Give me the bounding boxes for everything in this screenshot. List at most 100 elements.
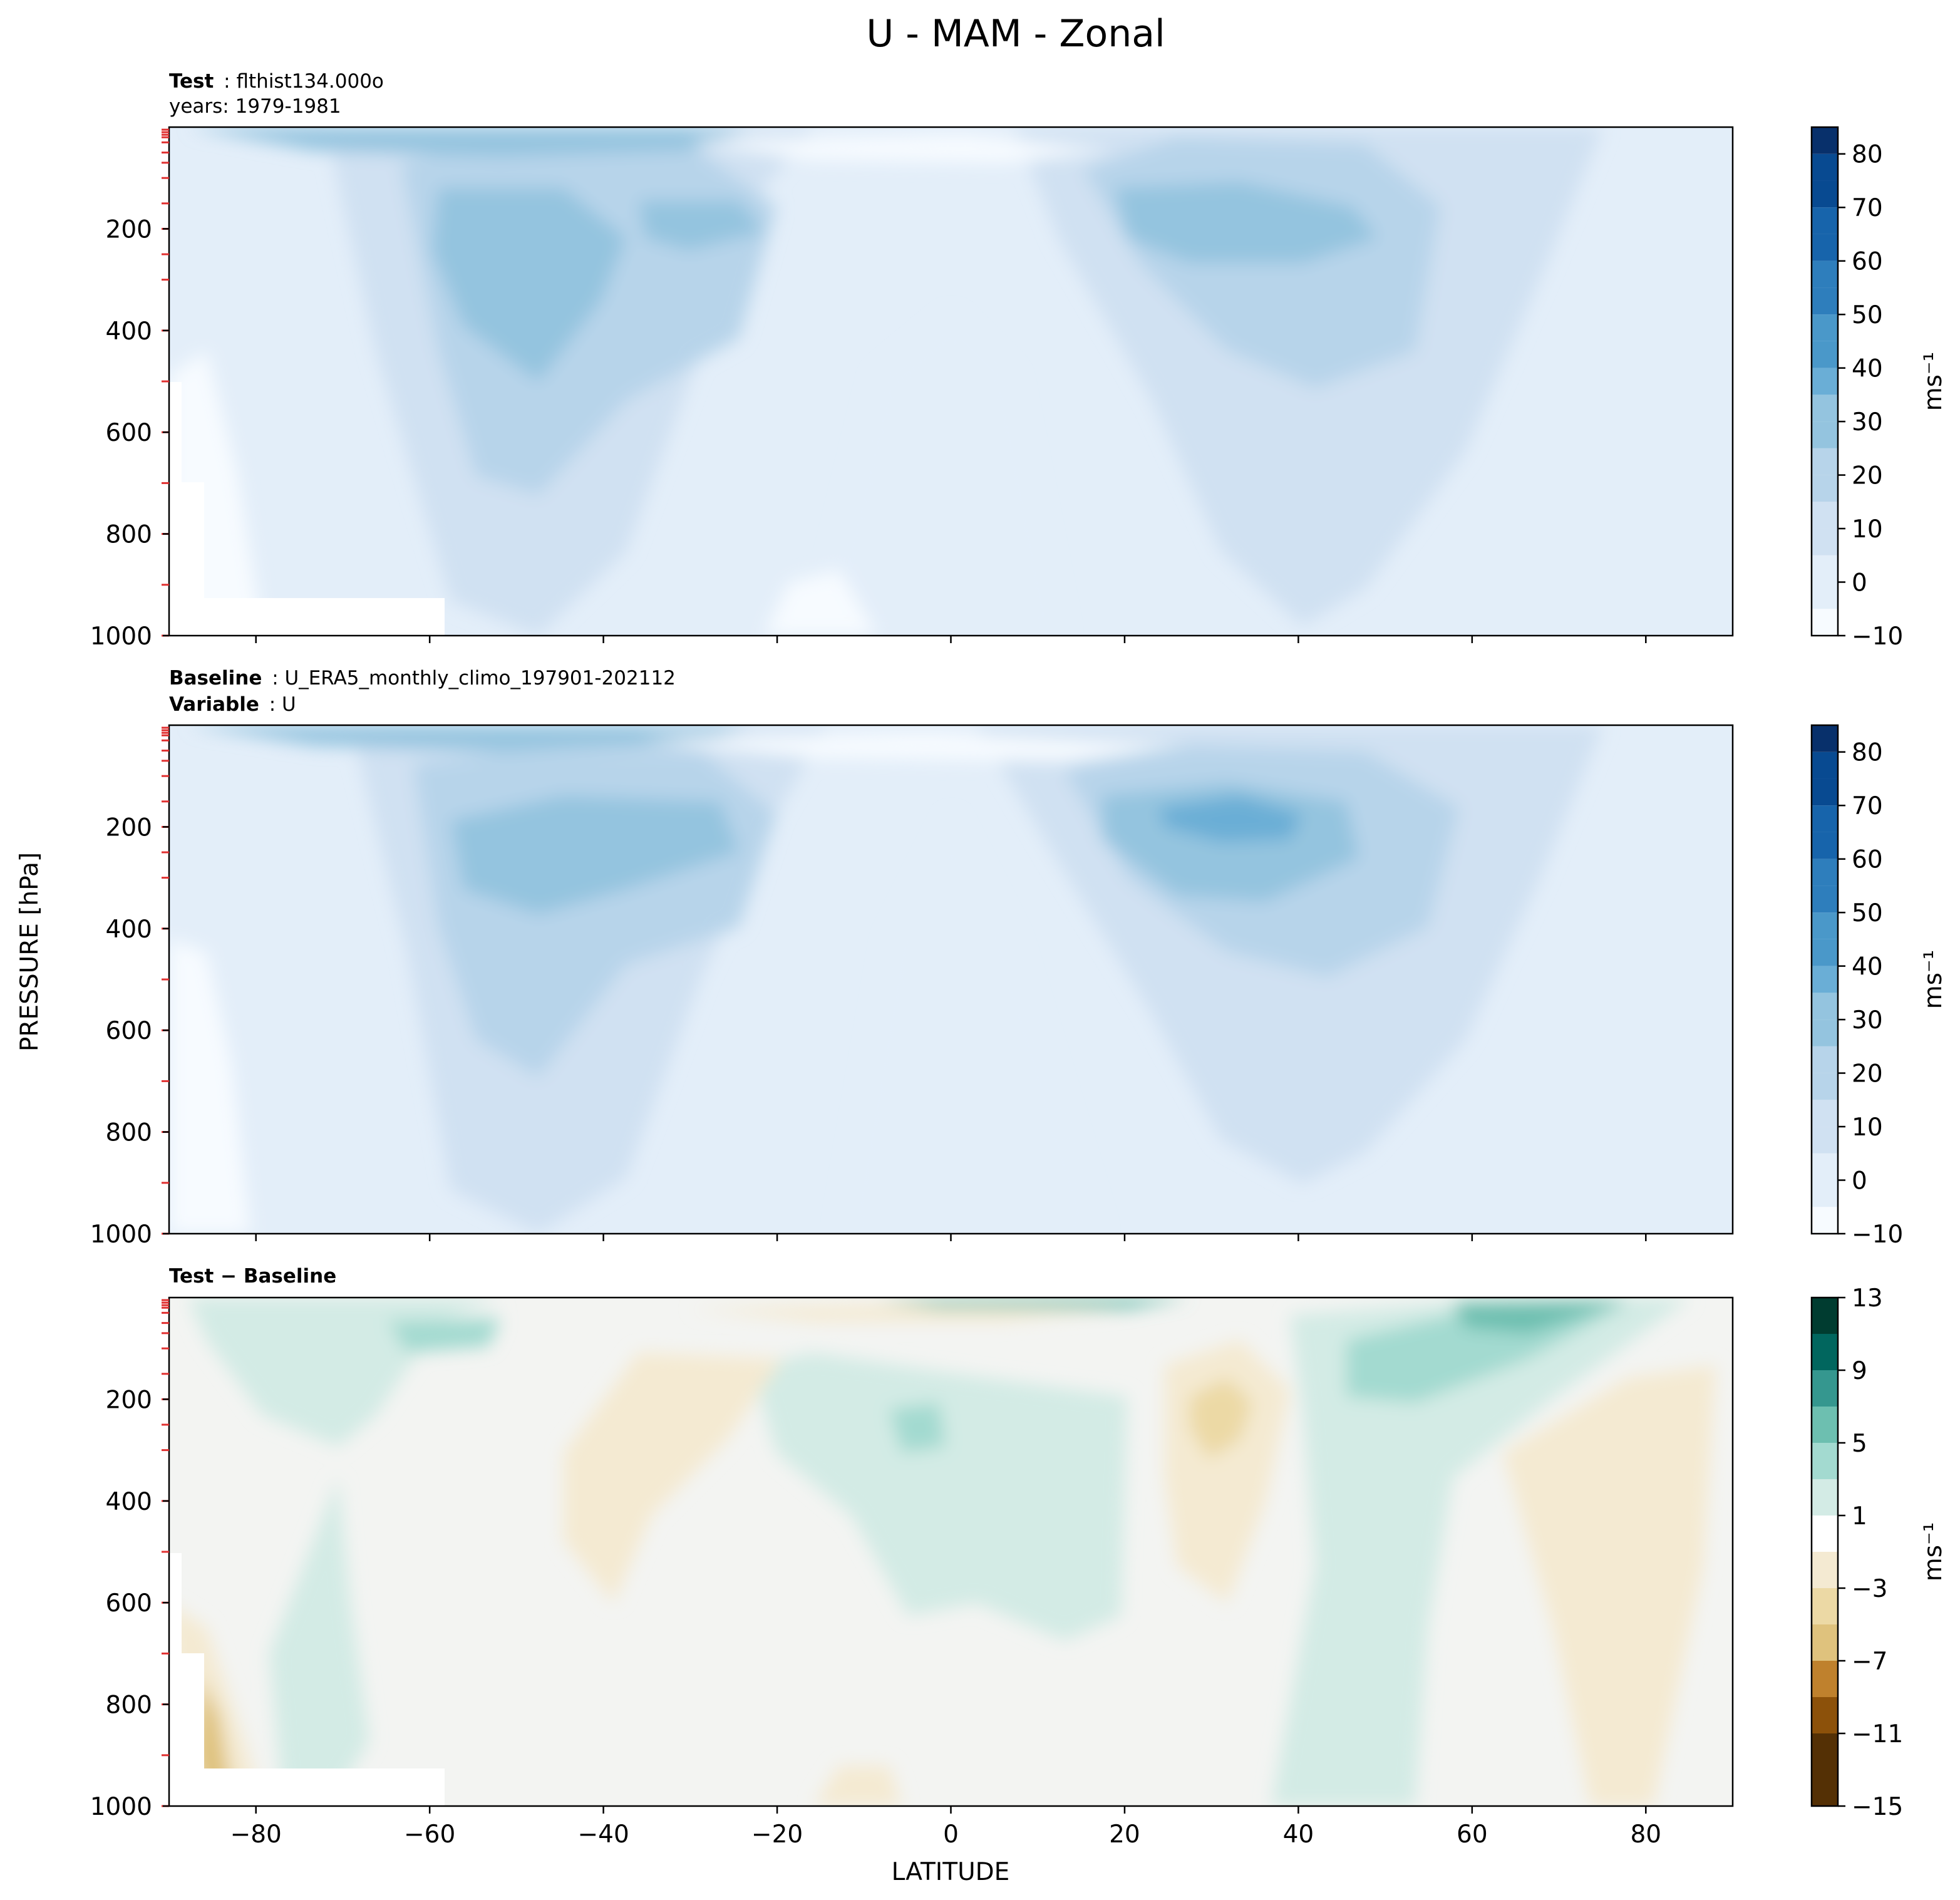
colorbar-segment <box>1812 1697 1838 1733</box>
x-axis-label: LATITUDE <box>892 1858 1010 1886</box>
baseline-variable-value: U <box>282 693 296 716</box>
colorbar-tick-label: 20 <box>1852 1060 1883 1088</box>
colorbar-segment <box>1812 1552 1838 1588</box>
colorbar-segment <box>1812 859 1838 886</box>
colorbar-segment <box>1812 832 1838 859</box>
colorbar-segment <box>1812 1127 1838 1154</box>
colorbar-segment <box>1812 395 1838 422</box>
x-tick-label: 20 <box>1109 1820 1140 1849</box>
colorbar-segment <box>1812 1479 1838 1515</box>
colorbar-segment <box>1812 939 1838 966</box>
colorbar-tick-label: −11 <box>1852 1720 1903 1748</box>
colorbar-tick-label: 40 <box>1852 355 1883 383</box>
colorbar-segment <box>1812 1153 1838 1180</box>
colorbar-segment <box>1812 1443 1838 1479</box>
colorbar-segment <box>1812 885 1838 913</box>
baseline-header-value: U_ERA5_monthly_climo_197901-202112 <box>285 667 676 689</box>
colorbar-tick-label: 70 <box>1852 792 1883 820</box>
x-tick-label: −20 <box>751 1820 803 1849</box>
colorbar-tick-label: 0 <box>1852 569 1867 597</box>
colorbar-segment <box>1812 1515 1838 1552</box>
colorbar-segment <box>1812 912 1838 939</box>
colorbar-segment <box>1812 1588 1838 1624</box>
test-header-line1: Test : flthist134.000o <box>169 70 384 93</box>
colorbar-segment <box>1812 502 1838 529</box>
colorbar-segment <box>1812 421 1838 448</box>
figure-title: U - MAM - Zonal <box>866 12 1165 56</box>
colorbar-tick-label: −10 <box>1852 622 1903 651</box>
baseline-colorbar: 80 70 60 50 40 30 20 10 0 −10 <box>1810 724 1903 1249</box>
colorbar-segment <box>1812 127 1838 154</box>
colorbar-tick-label: 50 <box>1852 301 1883 329</box>
diff-plot-area <box>169 1298 1733 1806</box>
axis-ticks: 2004006008001000200400600800100020040060… <box>90 128 1661 1849</box>
colorbar-segment <box>1812 475 1838 502</box>
x-tick-label: −80 <box>230 1820 282 1849</box>
colorbar-segment <box>1812 234 1838 261</box>
colorbar-tick-label: 5 <box>1852 1430 1867 1458</box>
colorbars: 80 70 60 50 40 30 20 10 0 −10 80 70 60 50 40 30 20 10 0 −10… <box>1810 126 1903 1821</box>
baseline-y-tick-label: 200 <box>106 813 152 842</box>
baseline-y-tick-label: 1000 <box>90 1221 152 1249</box>
colorbar-segment <box>1812 1661 1838 1697</box>
test-y-tick-label: 1000 <box>90 622 152 651</box>
colorbar-segment <box>1812 1298 1838 1334</box>
baseline-y-tick-label: 800 <box>106 1119 152 1147</box>
colorbar-segment <box>1812 805 1838 832</box>
colorbar-tick-label: 80 <box>1852 739 1883 767</box>
colorbar-segment <box>1812 582 1838 609</box>
colorbar-tick-label: 80 <box>1852 141 1883 169</box>
colorbar-segment <box>1812 341 1838 368</box>
y-axis-label: PRESSURE [hPa] <box>16 852 44 1051</box>
colorbar-segment <box>1812 529 1838 555</box>
colorbar-tick-label: 40 <box>1852 953 1883 981</box>
colorbar-segment <box>1812 1100 1838 1127</box>
baseline-header-key: Baseline <box>169 667 262 689</box>
colorbar-segment <box>1812 725 1838 752</box>
colorbar-segment <box>1812 1207 1838 1234</box>
colorbar-tick-label: 50 <box>1852 899 1883 927</box>
colorbar-segment <box>1812 1733 1838 1770</box>
test-y-tick-label: 800 <box>106 521 152 549</box>
colorbar-segment <box>1812 1407 1838 1443</box>
colorbar-tick-label: 10 <box>1852 1113 1883 1142</box>
colorbar-segment <box>1812 751 1838 779</box>
colorbar-segment <box>1812 1180 1838 1207</box>
colorbar-segment <box>1812 287 1838 315</box>
diff-colorbar-unit: ms⁻¹ <box>1919 1522 1947 1582</box>
colorbar-tick-label: 0 <box>1852 1167 1867 1195</box>
colorbar-frame <box>1810 724 1839 1235</box>
colorbar-segment <box>1812 1046 1838 1073</box>
colorbar-segment <box>1812 1334 1838 1370</box>
colorbar-tick-label: 20 <box>1852 462 1883 490</box>
colorbar-segment <box>1812 993 1838 1020</box>
colorbar-segment <box>1812 261 1838 288</box>
colorbar-segment <box>1812 153 1838 181</box>
colorbar-tick-label: 60 <box>1852 248 1883 276</box>
colorbar-segment <box>1812 966 1838 993</box>
baseline-y-tick-label: 400 <box>106 916 152 944</box>
colorbar-tick-label: 70 <box>1852 194 1883 222</box>
colorbar-tick-label: 10 <box>1852 515 1883 544</box>
diff-colorbar: 13 9 5 1 −3 −7 −11 −15 <box>1810 1284 1903 1821</box>
colorbar-tick-label: 13 <box>1852 1284 1883 1313</box>
diff-header: Test − Baseline <box>169 1265 336 1288</box>
test-y-tick-label: 200 <box>106 215 152 244</box>
colorbar-tick-label: 9 <box>1852 1357 1867 1385</box>
colorbar-tick-label: −3 <box>1852 1575 1888 1603</box>
diff-y-tick-label: 200 <box>106 1386 152 1414</box>
colorbar-frame <box>1810 1296 1839 1807</box>
baseline-header-line2: Variable : U <box>169 693 296 716</box>
colorbar-tick-label: 1 <box>1852 1502 1867 1531</box>
colorbar-segment <box>1812 448 1838 475</box>
x-tick-label: 0 <box>943 1820 959 1849</box>
colorbar-tick-label: −15 <box>1852 1793 1903 1821</box>
baseline-header-line1: Baseline : U_ERA5_monthly_climo_197901-2… <box>169 667 676 689</box>
x-tick-label: 60 <box>1457 1820 1488 1849</box>
baseline-variable-key: Variable <box>169 693 259 716</box>
test-header-years: years: 1979-1981 <box>169 95 341 118</box>
x-tick-label: 80 <box>1630 1820 1661 1849</box>
colorbar-segment <box>1812 368 1838 395</box>
x-tick-label: −60 <box>404 1820 455 1849</box>
